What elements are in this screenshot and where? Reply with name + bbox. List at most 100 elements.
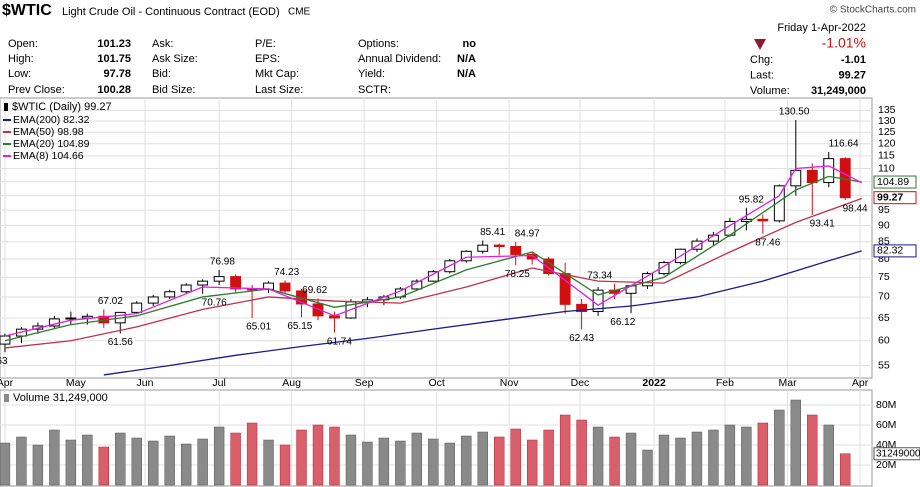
volume-bar	[180, 443, 192, 486]
x-tick-label: Sep	[355, 377, 374, 389]
candle-body	[180, 284, 192, 293]
price-annotation: 61.56	[108, 337, 133, 348]
volume-bar	[461, 435, 472, 486]
volume-bar	[49, 429, 60, 486]
y-tick-label: 120	[878, 138, 896, 150]
ema-line	[4, 197, 862, 349]
volume-bar	[559, 414, 571, 486]
field-label: Last:	[750, 69, 774, 81]
price-annotation: 78.25	[505, 269, 530, 280]
volume-bar	[642, 449, 653, 486]
field-value: 31,249,000	[811, 85, 866, 97]
candle-body	[213, 276, 225, 282]
field-value: 97.78	[103, 68, 131, 80]
ema-line	[4, 175, 862, 342]
volume-bar	[0, 442, 11, 486]
field-label: Annual Dividend:	[358, 53, 441, 65]
field-label: Low:	[8, 68, 31, 80]
volume-bar	[312, 424, 324, 486]
legend-label: EMA(50) 98.98	[13, 126, 84, 138]
price-annotation: 70.76	[202, 298, 227, 309]
legend-label: EMA(200) 82.32	[13, 114, 90, 126]
volume-bar	[296, 429, 307, 486]
candle-body	[131, 302, 143, 313]
price-annotation: 87.46	[755, 237, 780, 248]
candle-body	[806, 169, 818, 184]
volume-bar	[65, 439, 77, 486]
x-tick-label: May	[66, 377, 87, 389]
candle-body	[526, 253, 538, 260]
price-marks	[0, 119, 862, 376]
field-label: EPS:	[255, 53, 280, 65]
labels: 5560657075808590951001051101151201251301…	[0, 101, 920, 471]
volume-bar	[691, 431, 703, 486]
candle-body	[510, 246, 522, 255]
candle-body	[773, 185, 785, 222]
field-label: Last Size:	[255, 84, 303, 96]
volume-label: Volume 31,249,000	[13, 392, 108, 404]
price-annotation: 98.44	[843, 204, 868, 215]
candle-body	[460, 250, 472, 262]
candle-body	[147, 296, 159, 304]
field-value: no	[463, 38, 477, 50]
y2-tick-label: 20M	[876, 459, 896, 471]
x-tick-label: Oct	[428, 377, 444, 389]
legend-label: $WTIC (Daily) 99.27	[12, 101, 112, 113]
price-annotation: 84.97	[515, 229, 540, 240]
volume-tag-label: 31249000	[876, 448, 920, 459]
price-tag	[873, 191, 917, 205]
x-tick-label: Jul	[212, 377, 225, 389]
volume-bar	[345, 434, 357, 486]
legend-label: EMA(20) 104.89	[13, 138, 90, 150]
volume-bar	[526, 439, 538, 486]
volume-bar	[164, 435, 175, 486]
legend-icon	[4, 103, 8, 111]
field-label: Volume:	[750, 85, 790, 97]
volume-bar	[279, 444, 291, 486]
y-tick-label: 110	[878, 162, 895, 174]
volume-bar	[708, 429, 719, 486]
volume-bar	[609, 436, 620, 486]
y-tick-label: 80	[878, 253, 890, 265]
volume-bar	[32, 444, 44, 486]
price-annotation: 62.43	[569, 333, 594, 344]
field-label: Bid:	[152, 68, 171, 80]
volume-bar	[757, 422, 769, 486]
price-annotation: 65.01	[246, 322, 271, 333]
candle-body	[279, 282, 291, 292]
y-tick-label: 115	[878, 150, 895, 162]
price-annotation: 95.82	[739, 194, 764, 205]
volume-bar	[625, 432, 637, 486]
date: Friday 1-Apr-2022	[777, 22, 866, 34]
field-value: -1.01	[841, 54, 866, 66]
x-tick-label: Aug	[282, 377, 301, 389]
volume-bar	[444, 442, 455, 486]
candle-body	[658, 262, 670, 275]
field-label: Yield:	[358, 68, 385, 80]
candle-body	[230, 276, 242, 290]
y-tick-label: 75	[878, 271, 890, 283]
x-tick-label: Dec	[571, 377, 590, 389]
field-label: High:	[8, 53, 34, 65]
volume-bar	[246, 422, 258, 486]
candle-body	[296, 290, 307, 305]
y-tick-label: 55	[878, 359, 890, 371]
volume-bar	[823, 424, 834, 486]
candle-body	[757, 218, 769, 222]
x-tick-label: Apr	[852, 377, 869, 389]
volume-bar	[230, 432, 241, 486]
field-label: P/E:	[255, 38, 276, 50]
down-arrow	[754, 39, 766, 50]
field-label: Ask:	[152, 38, 173, 50]
x-tick-label: Apr	[0, 377, 14, 389]
field-label: Bid Size:	[152, 84, 195, 96]
x-tick-label: Jun	[137, 377, 154, 389]
volume-bar	[131, 437, 142, 486]
x-tick-label: 2022	[642, 377, 666, 389]
volume-bar	[477, 431, 488, 486]
volume-bar	[98, 446, 109, 486]
volume-bar	[510, 428, 521, 486]
field-value: N/A	[457, 53, 476, 65]
volume-bar	[774, 409, 785, 486]
volume-bar	[82, 434, 93, 486]
